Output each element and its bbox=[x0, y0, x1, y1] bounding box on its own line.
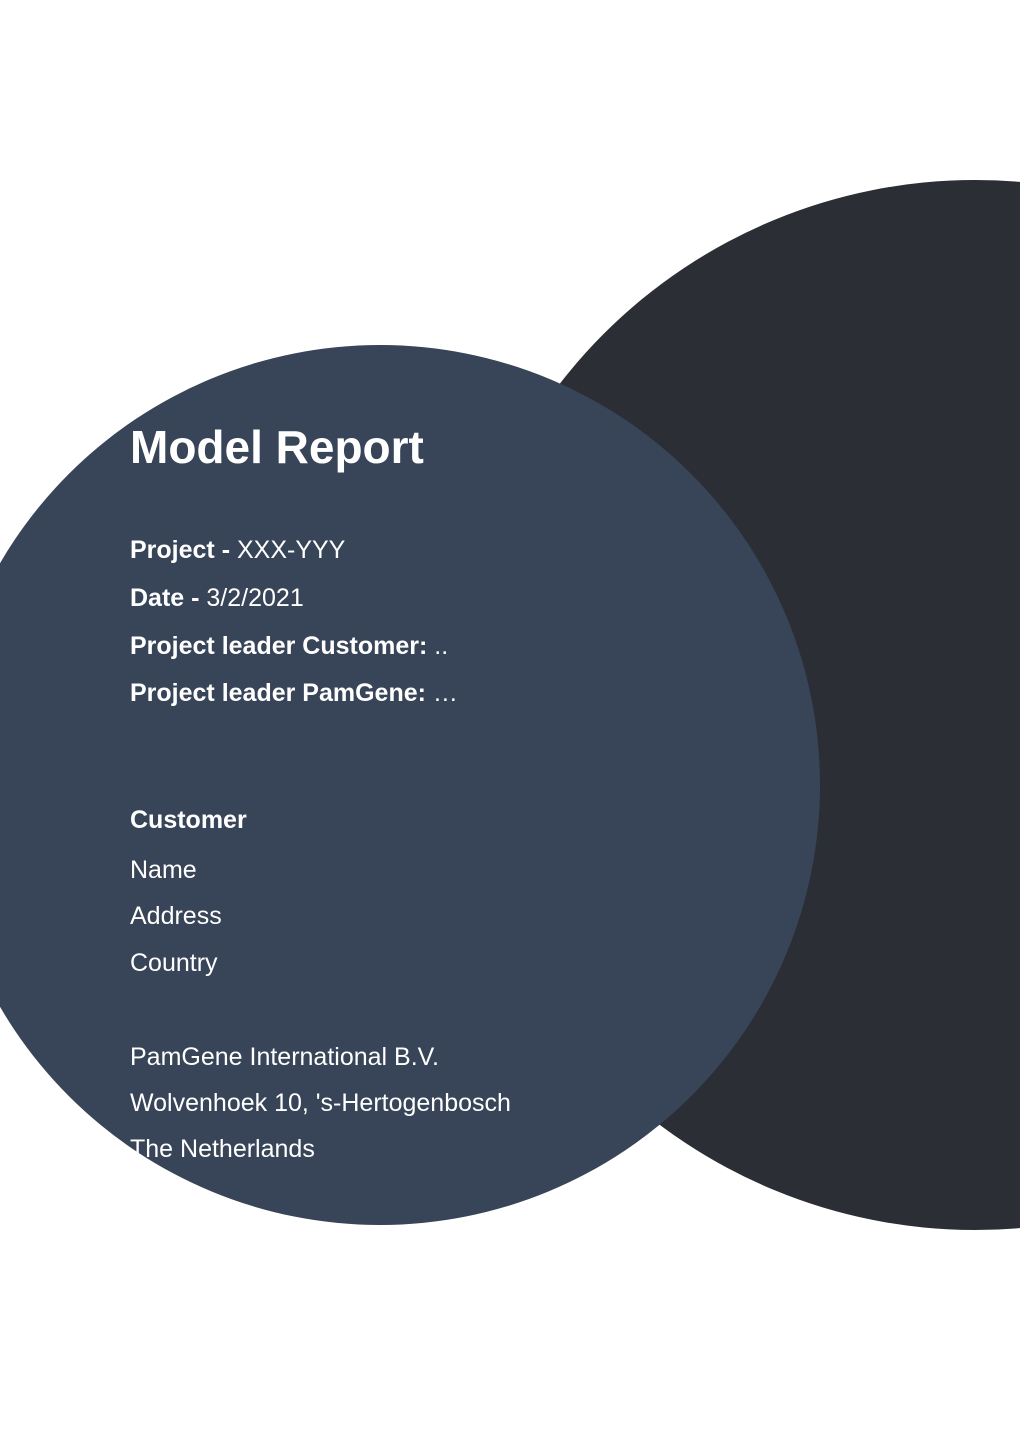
leader-pamgene-value: … bbox=[433, 679, 458, 707]
report-content: Model Report Project - XXX-YYY Date - 3/… bbox=[130, 420, 511, 1173]
report-title: Model Report bbox=[130, 420, 511, 474]
leader-pamgene-line: Project leader PamGene: … bbox=[130, 672, 511, 716]
date-line: Date - 3/2/2021 bbox=[130, 577, 511, 621]
customer-heading: Customer bbox=[130, 806, 511, 835]
project-label: Project - bbox=[130, 536, 237, 564]
leader-customer-label: Project leader Customer: bbox=[130, 632, 434, 660]
customer-name: Name bbox=[130, 847, 511, 893]
company-section: PamGene International B.V. Wolvenhoek 10… bbox=[130, 1034, 511, 1173]
project-line: Project - XXX-YYY bbox=[130, 529, 511, 573]
leader-pamgene-label: Project leader PamGene: bbox=[130, 679, 433, 707]
company-country: The Netherlands bbox=[130, 1126, 511, 1172]
leader-customer-value: .. bbox=[434, 632, 448, 660]
date-label: Date - bbox=[130, 584, 206, 612]
leader-customer-line: Project leader Customer: .. bbox=[130, 625, 511, 669]
customer-address: Address bbox=[130, 893, 511, 939]
company-name: PamGene International B.V. bbox=[130, 1034, 511, 1080]
date-value: 3/2/2021 bbox=[206, 584, 303, 612]
customer-country: Country bbox=[130, 940, 511, 986]
project-value: XXX-YYY bbox=[237, 536, 345, 564]
customer-section: Customer Name Address Country bbox=[130, 806, 511, 986]
company-address: Wolvenhoek 10, 's-Hertogenbosch bbox=[130, 1080, 511, 1126]
